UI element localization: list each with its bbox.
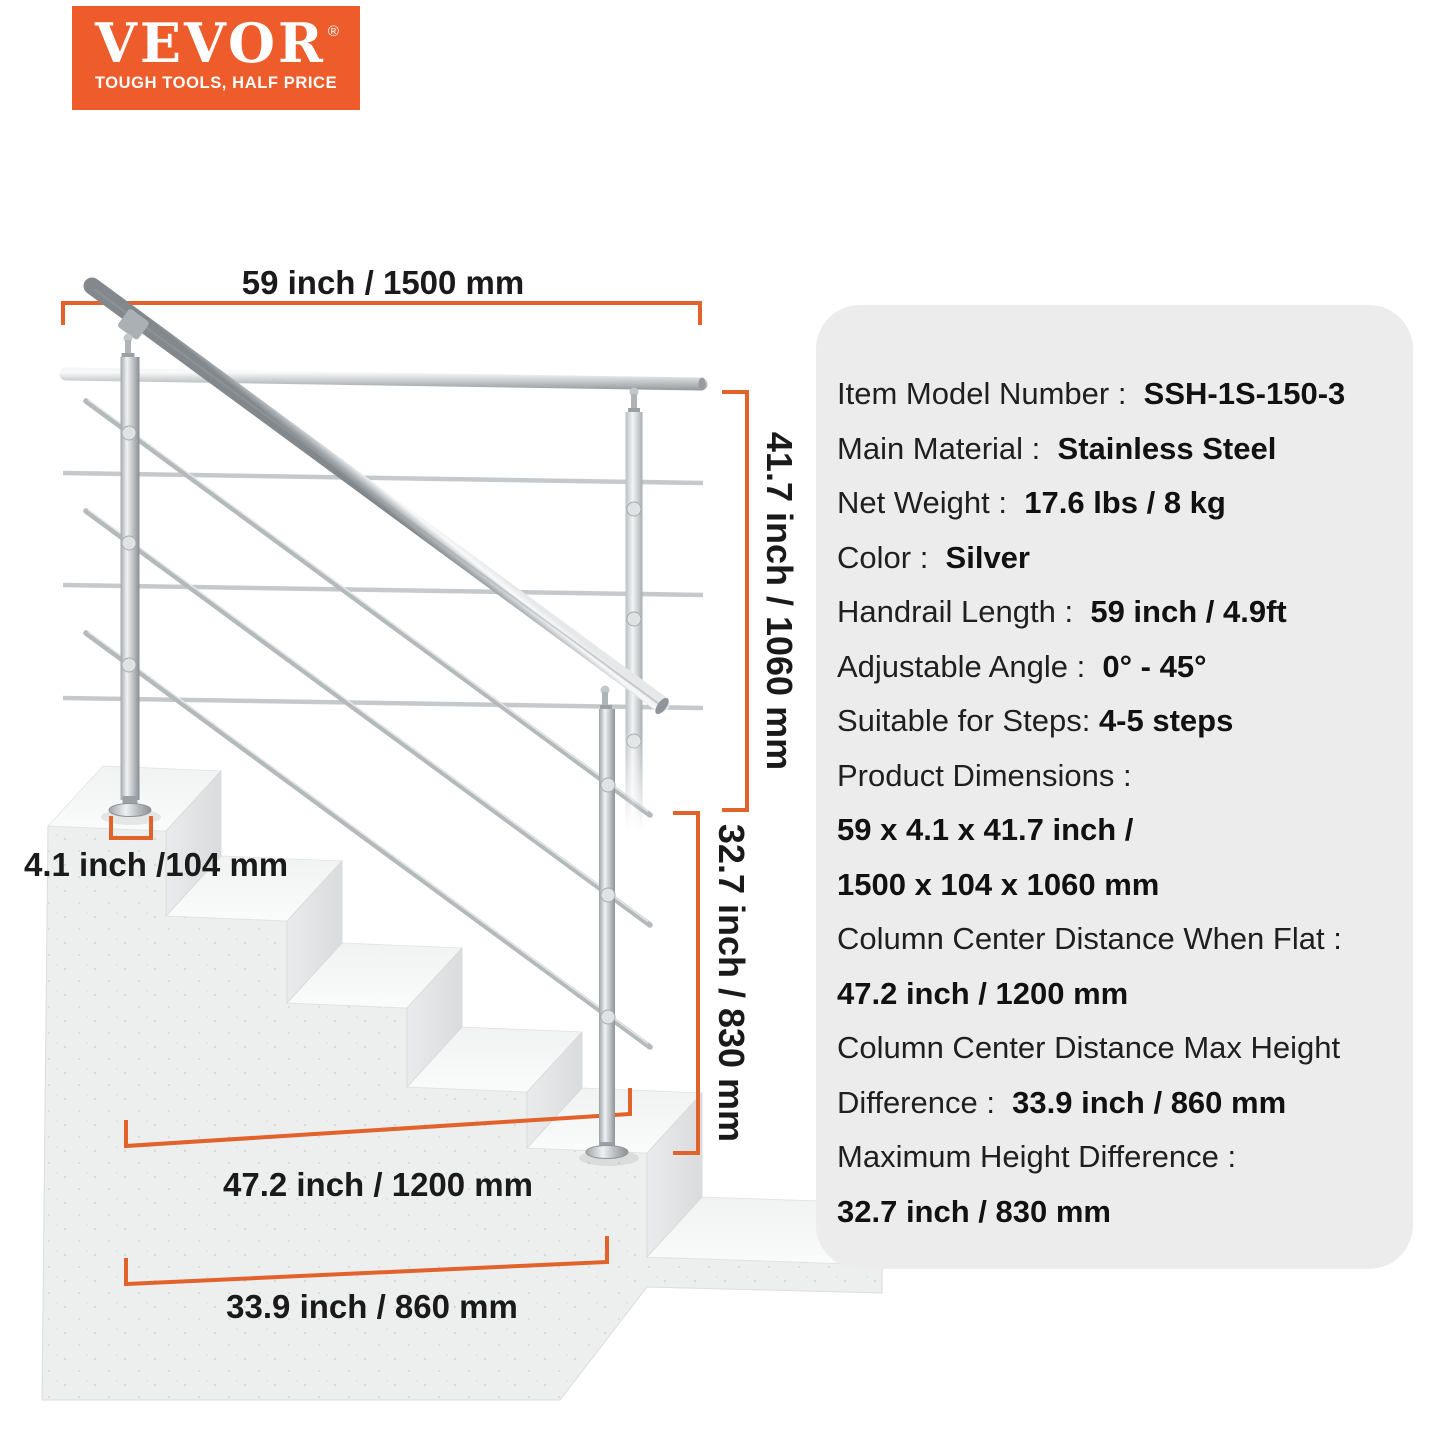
vevor-logo-text: VEVOR bbox=[95, 11, 326, 75]
dimension-bracket-stair-distance bbox=[124, 1236, 609, 1287]
post-flat-right bbox=[625, 387, 643, 830]
crossbars-diagonal bbox=[83, 398, 653, 1050]
spec-panel: Item Model Number : SSH-1S-150-3 Main Ma… bbox=[816, 305, 1413, 1269]
dimension-label-handrail-length: 59 inch / 1500 mm bbox=[241, 264, 525, 301]
handrail-diagonal-endcap bbox=[655, 697, 669, 715]
dimension-label-stair-distance: 33.9 inch / 860 mm bbox=[226, 1288, 518, 1325]
spec-row-max-diff-label: Maximum Height Difference : bbox=[837, 1139, 1237, 1174]
spec-row-dimensions-inch: 59 x 4.1 x 41.7 inch / bbox=[837, 812, 1134, 847]
dimension-bracket-top-length bbox=[61, 301, 702, 325]
spec-row-steps: Suitable for Steps: 4-5 steps bbox=[837, 703, 1234, 738]
spec-row-max-height-value: Difference : 33.9 inch / 860 mm bbox=[837, 1084, 1287, 1120]
spec-row-weight: Net Weight : 17.6 lbs / 8 kg bbox=[837, 485, 1226, 520]
spec-row-handrail-length: Handrail Length : 59 inch / 4.9ft bbox=[837, 594, 1287, 629]
vevor-logo-tagline: TOUGH TOOLS, HALF PRICE bbox=[94, 74, 338, 92]
dimension-label-height-lower: 32.7 inch / 830 mm bbox=[711, 823, 752, 1143]
spec-row-angle: Adjustable Angle : 0° - 45° bbox=[837, 648, 1207, 684]
spec-row-flat-distance-label: Column Center Distance When Flat : bbox=[837, 921, 1342, 956]
spec-row-model: Item Model Number : SSH-1S-150-3 bbox=[837, 376, 1346, 411]
stair-risers bbox=[165, 769, 703, 1259]
dimension-bracket-right-lower bbox=[673, 811, 700, 1155]
spec-row-product-dimensions: Product Dimensions : bbox=[837, 757, 1132, 793]
dimension-label-flat-distance: 47.2 inch / 1200 mm bbox=[222, 1166, 533, 1203]
vevor-logo: VEVOR ® TOUGH TOOLS, HALF PRICE bbox=[72, 6, 360, 110]
spec-row-max-diff-value: 32.7 inch / 830 mm bbox=[837, 1193, 1111, 1229]
spec-row-color: Color : Silver bbox=[837, 539, 1030, 575]
crossbars-diagonal-highlight bbox=[87, 398, 649, 1045]
handrail-diagonal-tube bbox=[83, 277, 670, 713]
registered-trademark-icon: ® bbox=[327, 23, 339, 40]
stairs-front-face-texture bbox=[42, 826, 882, 1400]
spec-row-max-height-label: Column Center Distance Max Height bbox=[837, 1030, 1341, 1065]
post-left bbox=[108, 309, 152, 817]
dimension-lines bbox=[61, 301, 749, 1287]
handrail-flat-endcap bbox=[698, 377, 706, 391]
dimension-label-base-width: 4.1 inch /104 mm bbox=[24, 846, 289, 883]
dimension-bracket-flat-distance bbox=[124, 1088, 632, 1149]
handrail-assembly bbox=[59, 277, 708, 1159]
dimension-label-height-upper: 41.7 inch / 1060 mm bbox=[759, 431, 800, 771]
dimension-bracket-right-upper bbox=[722, 390, 749, 812]
handrail-flat-tube bbox=[59, 367, 708, 391]
spec-row-material: Main Material : Stainless Steel bbox=[837, 430, 1277, 466]
post-diagonal-right bbox=[585, 685, 629, 1159]
spec-row-dimensions-mm: 1500 x 104 x 1060 mm bbox=[837, 866, 1160, 902]
spec-row-flat-distance-value: 47.2 inch / 1200 mm bbox=[837, 975, 1129, 1011]
dimension-bracket-base-width bbox=[109, 816, 153, 840]
crossbars-flat bbox=[62, 470, 704, 711]
handrail-diagonal-coreline bbox=[93, 288, 660, 705]
